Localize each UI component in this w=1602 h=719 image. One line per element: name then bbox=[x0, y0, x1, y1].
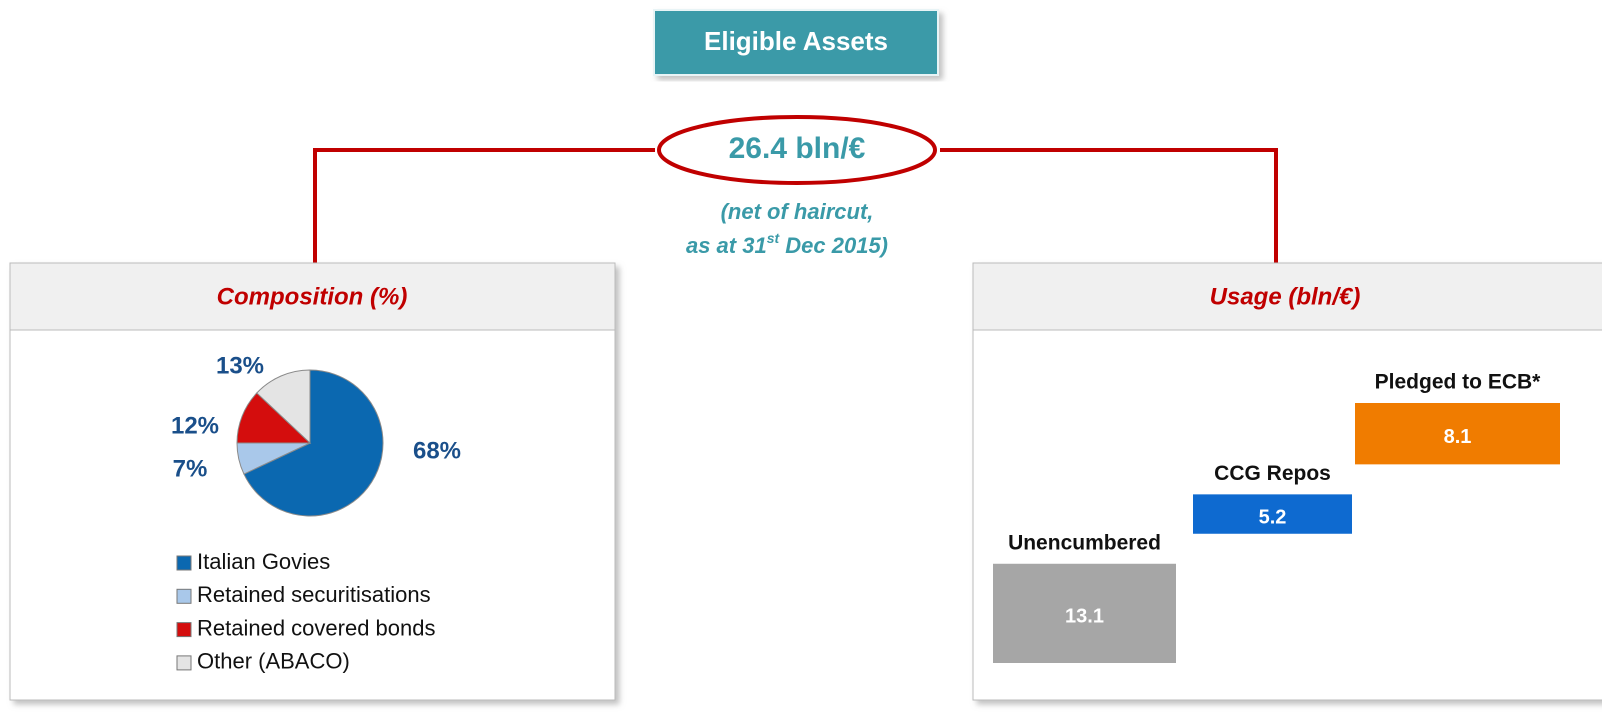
data-label: 13% bbox=[216, 352, 264, 379]
legend-label: Italian Govies bbox=[197, 549, 330, 574]
note-text: Dec 2015) bbox=[779, 233, 888, 258]
legend-swatch bbox=[176, 588, 192, 604]
panel-header bbox=[9, 262, 616, 331]
bar-label: Unencumbered bbox=[1008, 531, 1161, 554]
bar bbox=[1355, 403, 1560, 465]
pie-slice bbox=[256, 369, 311, 445]
connector bbox=[313, 148, 655, 263]
panel bbox=[9, 262, 616, 701]
legend-swatch bbox=[176, 655, 192, 671]
bar-value: 5.2 bbox=[1259, 506, 1287, 528]
note-sup: st bbox=[767, 230, 781, 246]
bar-label: Pledged to ECB* bbox=[1375, 371, 1542, 394]
panel-title: Usage (bln/€) bbox=[1210, 283, 1361, 310]
note: as at 31st Dec 2015) bbox=[686, 230, 888, 258]
bar bbox=[993, 563, 1176, 663]
data-label: 12% bbox=[171, 412, 219, 439]
legend-swatch bbox=[176, 622, 192, 638]
connector bbox=[940, 148, 1278, 263]
bar-value: 8.1 bbox=[1444, 426, 1472, 448]
legend-swatch bbox=[176, 555, 192, 571]
pie-slice bbox=[243, 369, 384, 517]
legend-label: Retained securitisations bbox=[197, 582, 431, 607]
bar bbox=[1193, 494, 1352, 534]
total-ellipse bbox=[657, 115, 937, 185]
legend-label: Other (ABACO) bbox=[197, 649, 350, 674]
bar-value: 13.1 bbox=[1065, 606, 1104, 628]
legend-label: Retained covered bonds bbox=[197, 615, 436, 640]
bar-label: CCG Repos bbox=[1214, 462, 1331, 485]
title: Eligible Assets bbox=[704, 26, 888, 56]
total: 26.4 bln/€ bbox=[729, 132, 866, 165]
note-text: as at 31 bbox=[686, 233, 767, 258]
data-label: 68% bbox=[413, 437, 461, 464]
title-box bbox=[653, 9, 939, 76]
note: (net of haircut, bbox=[721, 199, 874, 224]
panel-title: Composition (%) bbox=[217, 283, 408, 310]
data-label: 7% bbox=[173, 455, 208, 482]
panel-header bbox=[972, 262, 1602, 331]
